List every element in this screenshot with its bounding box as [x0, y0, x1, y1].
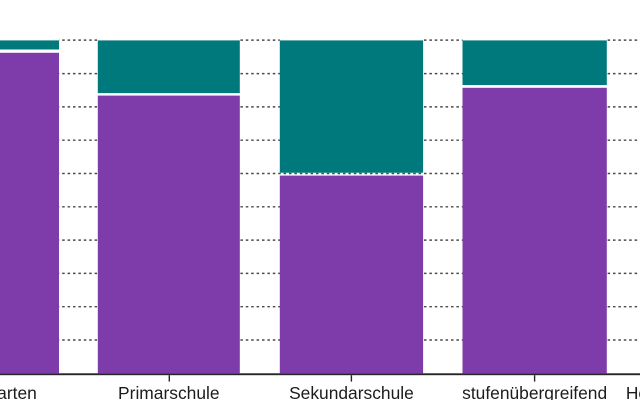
svg-text:Primarschule: Primarschule: [118, 383, 219, 400]
svg-text:Sekundarschule: Sekundarschule: [289, 383, 414, 400]
svg-text:Kindergarten: Kindergarten: [0, 383, 37, 400]
svg-text:stufenübergreifend: stufenübergreifend: [462, 383, 607, 400]
svg-text:Heilpädagogische Schule: Heilpädagogische Schule: [626, 383, 640, 400]
